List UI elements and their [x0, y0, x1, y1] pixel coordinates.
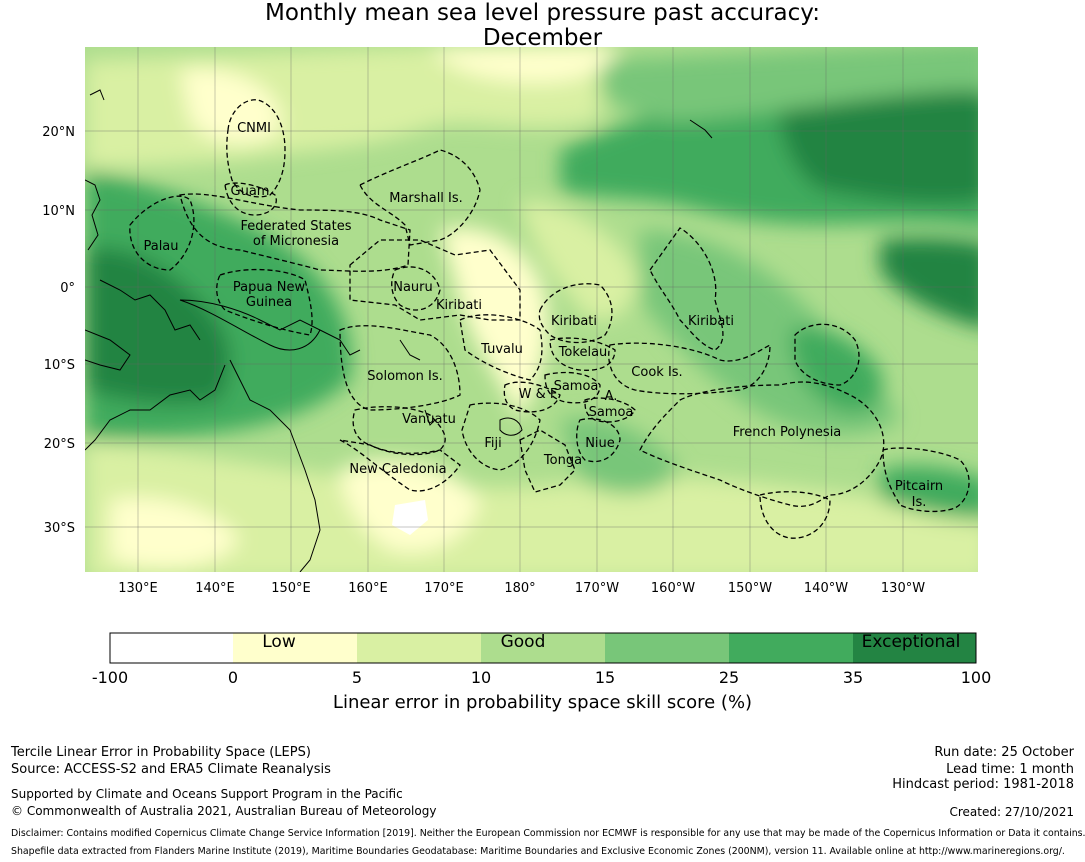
footer-hindcast: Hindcast period: 1981-2018 — [892, 777, 1074, 792]
region-label: Vanuatu — [402, 412, 456, 427]
region-label: Samoa — [589, 405, 634, 420]
coastlines — [85, 89, 713, 572]
footer-copyright: © Commonwealth of Australia 2021, Austra… — [11, 804, 437, 818]
colorbar-cell — [481, 633, 605, 663]
region-label: Tonga — [543, 453, 582, 468]
colorbar-tick-label: -100 — [92, 668, 128, 687]
region-label: A. — [605, 389, 618, 404]
lon-tick-label: 130°E — [118, 581, 158, 596]
map-svg: CNMI Guam Marshall Is. Federated States … — [42, 47, 978, 596]
category-label-good: Good — [501, 632, 546, 652]
lat-tick-label: 20°N — [42, 125, 75, 140]
region-label: Samoa — [554, 379, 599, 394]
region-labels: CNMI Guam Marshall Is. Federated States … — [143, 121, 943, 510]
lon-tick-label: 140°W — [804, 581, 848, 596]
colorbar-tick-label: 0 — [228, 668, 238, 687]
region-label: French Polynesia — [733, 425, 842, 440]
region-label: New Caledonia — [349, 462, 446, 477]
lon-tick-label: 160°W — [651, 581, 695, 596]
region-label: Pitcairn — [895, 479, 943, 494]
colorbar-tick-label: 100 — [961, 668, 992, 687]
region-label: Federated States — [241, 219, 352, 234]
lat-tick-label: 20°S — [44, 437, 75, 452]
colorbar-tick-label: 15 — [595, 668, 615, 687]
footer-source: Source: ACCESS-S2 and ERA5 Climate Reana… — [11, 762, 331, 777]
colorbar-cell — [729, 633, 853, 663]
lat-tick-label: 10°N — [42, 204, 75, 219]
colorbar-cell — [233, 633, 357, 663]
colorbar-cell — [853, 633, 976, 663]
lon-tick-label: 150°W — [728, 581, 772, 596]
colorbar-tick-label: 5 — [352, 668, 362, 687]
lon-tick-label: 170°E — [424, 581, 464, 596]
colorbar-tick-label: 25 — [719, 668, 739, 687]
colorbar-cell — [110, 633, 233, 663]
region-label: of Micronesia — [253, 234, 339, 249]
eez-boundaries — [129, 99, 970, 539]
colorbar: Low Good Exceptional -100 0 5 10 15 25 3… — [92, 632, 991, 687]
region-label: Tokelau — [558, 345, 608, 360]
lon-tick-label: 180° — [504, 581, 535, 596]
footer-created: Created: 27/10/2021 — [949, 805, 1074, 819]
lon-tick-label: 130°W — [881, 581, 925, 596]
lat-tick-label: 10°S — [44, 358, 75, 373]
chart-title-line2: December — [482, 25, 603, 51]
footer-lead-time: Lead time: 1 month — [946, 762, 1074, 777]
colorbar-ticks: -100 0 5 10 15 25 35 100 — [92, 668, 991, 687]
category-label-low: Low — [262, 632, 296, 652]
region-label: Papua New — [233, 280, 306, 295]
lon-tick-label: 170°W — [575, 581, 619, 596]
lat-tick-label: 30°S — [44, 521, 75, 536]
lat-tick-label: 0° — [60, 281, 75, 296]
region-label: Fiji — [484, 436, 501, 451]
region-label: CNMI — [237, 121, 271, 136]
colorbar-cell — [357, 633, 481, 663]
region-label: Nauru — [393, 280, 433, 295]
region-label: Kiribati — [688, 314, 734, 329]
region-label: Kiribati — [551, 314, 597, 329]
colorbar-cells — [109, 632, 977, 664]
footer-run-date: Run date: 25 October — [934, 745, 1074, 760]
region-label: Guinea — [246, 295, 292, 310]
lon-tick-label: 150°E — [271, 581, 311, 596]
colorbar-cell — [605, 633, 729, 663]
map: CNMI Guam Marshall Is. Federated States … — [42, 47, 978, 596]
region-label: Guam — [231, 184, 270, 199]
chart-title-line1: Monthly mean sea level pressure past acc… — [265, 0, 820, 26]
region-label: Niue — [585, 436, 615, 451]
region-label: Is. — [912, 495, 927, 510]
skill-field — [85, 47, 978, 572]
colorbar-tick-label: 10 — [471, 668, 491, 687]
colorbar-tick-label: 35 — [843, 668, 863, 687]
footer-shapefile: Shapefile data extracted from Flanders M… — [11, 846, 1065, 857]
lon-tick-label: 160°E — [348, 581, 388, 596]
footer-method: Tercile Linear Error in Probability Spac… — [11, 745, 311, 760]
region-label: Kiribati — [436, 298, 482, 313]
footer-support: Supported by Climate and Oceans Support … — [11, 787, 403, 801]
lon-tick-label: 140°E — [195, 581, 235, 596]
lat-axis: 20°N 10°N 0° 10°S 20°S 30°S — [42, 125, 75, 536]
region-label: Solomon Is. — [367, 369, 443, 384]
footer-disclaimer: Disclaimer: Contains modified Copernicus… — [11, 828, 1085, 839]
region-label: Marshall Is. — [389, 191, 463, 206]
region-label: W & F — [519, 387, 558, 402]
region-label: Cook Is. — [631, 365, 682, 380]
colorbar-category-labels: Low Good Exceptional — [262, 632, 960, 652]
region-label: Tuvalu — [480, 342, 523, 357]
region-label: Palau — [143, 239, 178, 254]
category-label-exceptional: Exceptional — [862, 632, 961, 652]
colorbar-title: Linear error in probability space skill … — [332, 692, 753, 713]
lon-axis: 130°E 140°E 150°E 160°E 170°E 180° 170°W… — [118, 581, 925, 596]
